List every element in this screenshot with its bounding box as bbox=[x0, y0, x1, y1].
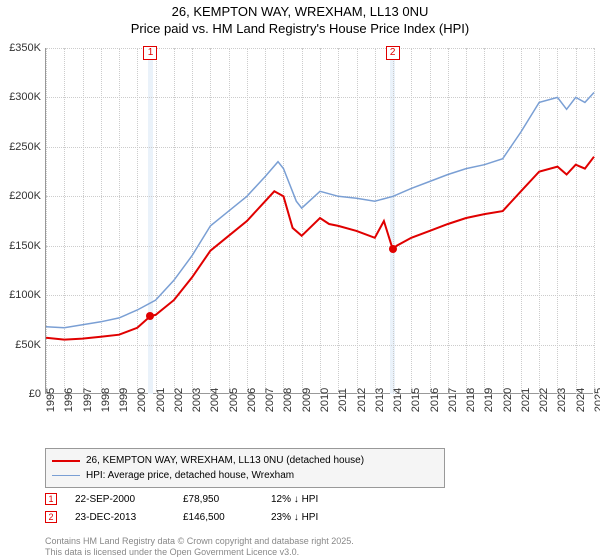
x-axis-label: 2016 bbox=[429, 388, 441, 412]
y-axis-label: £0 bbox=[29, 388, 41, 400]
transaction-num-box: 1 bbox=[45, 493, 57, 505]
y-axis-label: £150K bbox=[9, 240, 41, 252]
line-chart-svg bbox=[46, 48, 594, 394]
legend-label: 26, KEMPTON WAY, WREXHAM, LL13 0NU (deta… bbox=[86, 453, 364, 468]
chart-area: 12 £0£50K£100K£150K£200K£250K£300K£350K … bbox=[45, 48, 593, 394]
title-line1: 26, KEMPTON WAY, WREXHAM, LL13 0NU bbox=[0, 4, 600, 21]
transaction-marker: 2 bbox=[386, 46, 400, 60]
legend: 26, KEMPTON WAY, WREXHAM, LL13 0NU (deta… bbox=[45, 448, 445, 488]
y-axis-label: £100K bbox=[9, 289, 41, 301]
x-axis-label: 2021 bbox=[520, 388, 532, 412]
x-axis-label: 1997 bbox=[82, 388, 94, 412]
transaction-dot bbox=[146, 312, 154, 320]
plot-region: 12 bbox=[45, 48, 593, 394]
x-axis-label: 2013 bbox=[374, 388, 386, 412]
legend-swatch bbox=[52, 460, 80, 462]
x-axis-label: 2019 bbox=[483, 388, 495, 412]
legend-item: 26, KEMPTON WAY, WREXHAM, LL13 0NU (deta… bbox=[52, 453, 438, 468]
y-axis-label: £200K bbox=[9, 190, 41, 202]
x-axis-label: 2000 bbox=[136, 388, 148, 412]
x-axis-label: 2024 bbox=[575, 388, 587, 412]
x-axis-label: 2022 bbox=[538, 388, 550, 412]
x-axis-label: 2015 bbox=[410, 388, 422, 412]
x-axis-label: 2003 bbox=[191, 388, 203, 412]
footer-line1: Contains HM Land Registry data © Crown c… bbox=[45, 536, 354, 547]
x-axis-label: 2010 bbox=[319, 388, 331, 412]
transaction-date: 22-SEP-2000 bbox=[75, 494, 165, 505]
footer-line2: This data is licensed under the Open Gov… bbox=[45, 547, 354, 558]
footer-attribution: Contains HM Land Registry data © Crown c… bbox=[45, 536, 354, 558]
x-axis-label: 2014 bbox=[392, 388, 404, 412]
y-axis-label: £300K bbox=[9, 91, 41, 103]
table-row: 2 23-DEC-2013 £146,500 23% ↓ HPI bbox=[45, 508, 351, 526]
x-axis-label: 2001 bbox=[155, 388, 167, 412]
y-axis-label: £250K bbox=[9, 141, 41, 153]
transaction-dot bbox=[389, 245, 397, 253]
x-axis-label: 1998 bbox=[100, 388, 112, 412]
x-axis-label: 2012 bbox=[356, 388, 368, 412]
transaction-diff: 23% ↓ HPI bbox=[271, 512, 351, 523]
legend-item: HPI: Average price, detached house, Wrex… bbox=[52, 468, 438, 483]
transaction-num-box: 2 bbox=[45, 511, 57, 523]
x-axis-label: 2008 bbox=[282, 388, 294, 412]
transaction-diff: 12% ↓ HPI bbox=[271, 494, 351, 505]
transaction-marker: 1 bbox=[143, 46, 157, 60]
x-axis-label: 2006 bbox=[246, 388, 258, 412]
x-axis-label: 2025 bbox=[593, 388, 600, 412]
x-axis-label: 1996 bbox=[63, 388, 75, 412]
y-axis-label: £50K bbox=[15, 339, 41, 351]
legend-swatch bbox=[52, 475, 80, 476]
transaction-price: £78,950 bbox=[183, 494, 253, 505]
transaction-table: 1 22-SEP-2000 £78,950 12% ↓ HPI 2 23-DEC-2013… bbox=[45, 490, 351, 526]
x-axis-label: 2007 bbox=[264, 388, 276, 412]
gridline-v bbox=[594, 48, 595, 394]
chart-title: 26, KEMPTON WAY, WREXHAM, LL13 0NU Price… bbox=[0, 0, 600, 38]
x-axis-label: 2023 bbox=[556, 388, 568, 412]
y-axis-label: £350K bbox=[9, 42, 41, 54]
x-axis-label: 2002 bbox=[173, 388, 185, 412]
series-price_paid bbox=[46, 157, 594, 340]
x-axis-label: 2020 bbox=[502, 388, 514, 412]
x-axis-label: 1995 bbox=[45, 388, 57, 412]
x-axis-label: 2005 bbox=[228, 388, 240, 412]
x-axis-label: 1999 bbox=[118, 388, 130, 412]
x-axis-label: 2011 bbox=[337, 388, 349, 412]
transaction-price: £146,500 bbox=[183, 512, 253, 523]
legend-label: HPI: Average price, detached house, Wrex… bbox=[86, 468, 294, 483]
transaction-date: 23-DEC-2013 bbox=[75, 512, 165, 523]
series-hpi bbox=[46, 93, 594, 328]
x-axis-label: 2004 bbox=[209, 388, 221, 412]
title-line2: Price paid vs. HM Land Registry's House … bbox=[0, 21, 600, 38]
x-axis-label: 2018 bbox=[465, 388, 477, 412]
table-row: 1 22-SEP-2000 £78,950 12% ↓ HPI bbox=[45, 490, 351, 508]
x-axis-label: 2017 bbox=[447, 388, 459, 412]
x-axis-label: 2009 bbox=[301, 388, 313, 412]
